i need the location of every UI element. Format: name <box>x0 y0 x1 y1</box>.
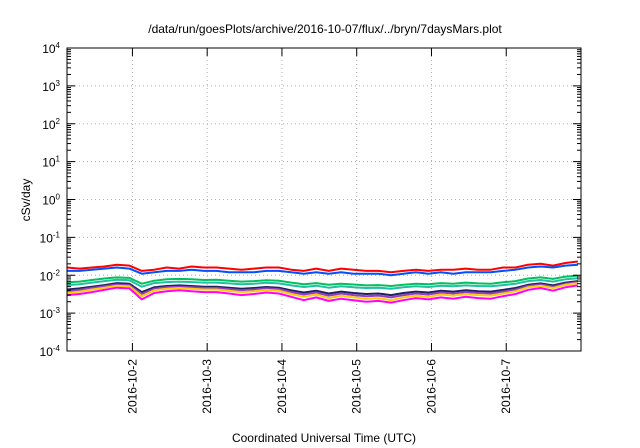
grid <box>67 48 581 351</box>
y-tick-label: 101 <box>42 155 60 170</box>
x-tick-label: 2016-10-2 <box>125 359 139 414</box>
y-tick-label: 10-3 <box>40 306 61 321</box>
y-tick-label: 103 <box>42 79 60 94</box>
x-tick-label: 2016-10-7 <box>499 359 513 414</box>
x-tick-label: 2016-10-3 <box>200 359 214 414</box>
x-axis-title: Coordinated Universal Time (UTC) <box>232 431 416 445</box>
series-line-3 <box>66 274 578 287</box>
series-line-4 <box>66 277 578 290</box>
x-tick-label: 2016-10-6 <box>424 359 438 414</box>
y-tick-label: 10-4 <box>40 344 61 359</box>
series-group <box>66 260 579 304</box>
x-tick-label: 2016-10-4 <box>275 359 289 414</box>
y-tick-label: 102 <box>42 117 60 132</box>
y-tick-labels: 10-4 10-3 10-2 10-1 100 101 102 103 104 <box>40 41 61 359</box>
y-tick-label: 104 <box>42 41 60 56</box>
y-tick-label: 100 <box>42 193 60 208</box>
ticks <box>67 47 581 352</box>
y-tick-label: 10-1 <box>40 230 61 245</box>
chart-title: /data/run/goesPlots/archive/2016-10-07/f… <box>148 22 502 36</box>
series-line-2 <box>67 263 578 277</box>
x-tick-labels: 2016-10-2 2016-10-3 2016-10-4 2016-10-5 2016… <box>125 359 513 414</box>
x-tick-label: 2016-10-5 <box>350 359 364 414</box>
series-line-1 <box>66 260 579 274</box>
y-axis-title: cSv/day <box>19 179 33 222</box>
series-line-8 <box>66 284 579 304</box>
y-tick-label: 10-2 <box>40 268 61 283</box>
series-line-6 <box>66 281 579 299</box>
series-line-7 <box>66 282 579 302</box>
series-line-5 <box>66 280 579 297</box>
